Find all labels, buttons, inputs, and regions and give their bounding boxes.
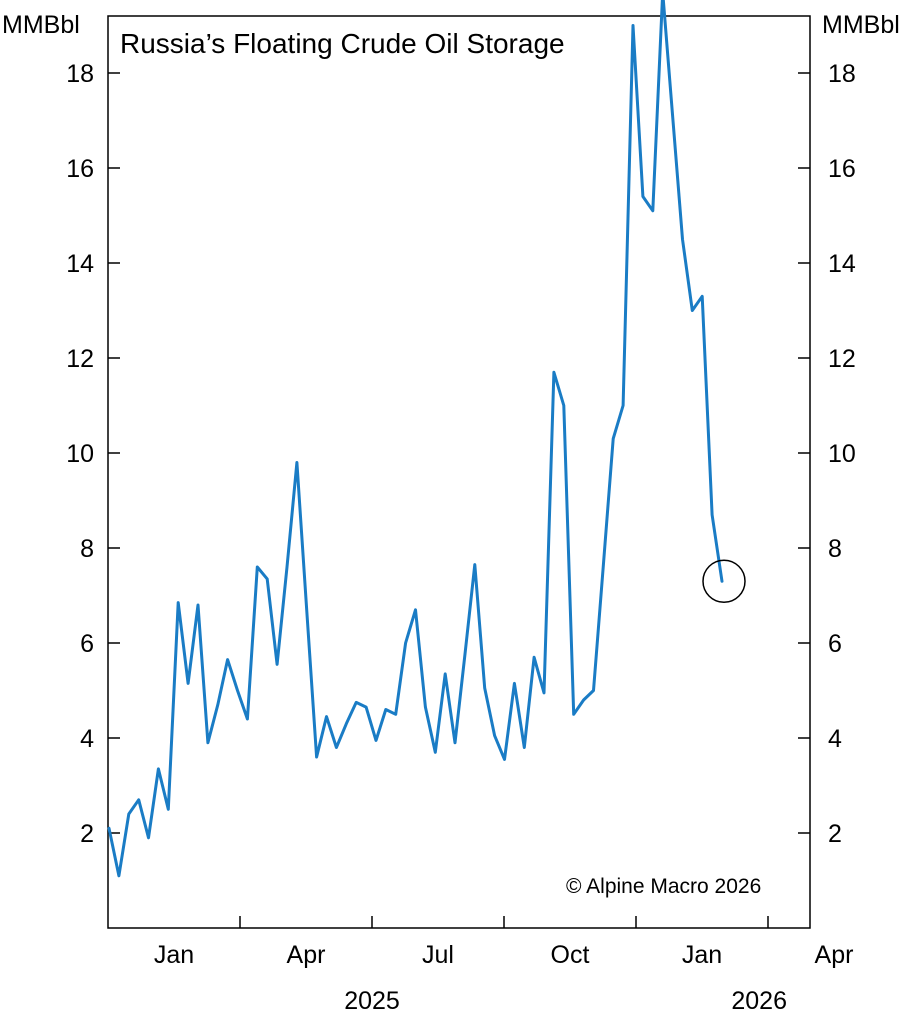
y-tick-label-left: 4 <box>80 725 94 753</box>
x-tick-label: Jul <box>422 941 454 969</box>
y-axis-right: 2 4 6 8 10 12 14 16 18 <box>798 60 856 848</box>
x-tick-label: Oct <box>551 941 590 969</box>
y-tick-label-right: 12 <box>828 345 856 373</box>
y-tick-label-left: 10 <box>66 440 94 468</box>
y-tick-label-right: 4 <box>828 725 842 753</box>
y-tick-label-right: 6 <box>828 630 842 658</box>
y-tick-label-left: 14 <box>66 250 94 278</box>
y-tick-label-left: 2 <box>80 820 94 848</box>
x-tick-label: Apr <box>815 941 854 969</box>
y-tick-label-left: 6 <box>80 630 94 658</box>
y-tick-label-left: 16 <box>66 155 94 183</box>
plot-frame <box>107 15 811 929</box>
x-year-label: 2025 <box>344 987 400 1015</box>
y-tick-label-right: 18 <box>828 60 856 88</box>
y-tick-label-right: 2 <box>828 820 842 848</box>
unit-label-left: MMBbl <box>2 11 80 39</box>
latest-value-circle <box>702 559 746 603</box>
credit-label: © Alpine Macro 2026 <box>566 875 761 898</box>
y-tick-label-left: 18 <box>66 60 94 88</box>
y-tick-label-right: 8 <box>828 535 842 563</box>
series-line <box>107 0 724 878</box>
x-tick-label: Jan <box>682 941 722 969</box>
x-year-label: 2026 <box>731 987 787 1015</box>
y-tick-label-right: 10 <box>828 440 856 468</box>
x-tick-label: Jan <box>154 941 194 969</box>
y-tick-label-left: 8 <box>80 535 94 563</box>
x-tick-label: Apr <box>287 941 326 969</box>
x-axis: Jan Apr Jul Oct Jan Apr 2025 2026 <box>154 916 854 1015</box>
y-axis-left: 2 4 6 8 10 12 14 16 18 <box>66 60 120 848</box>
unit-label-right: MMBbl <box>822 11 900 39</box>
y-tick-label-right: 14 <box>828 250 856 278</box>
chart-title: Russia’s Floating Crude Oil Storage <box>120 28 565 59</box>
y-tick-label-right: 16 <box>828 155 856 183</box>
y-tick-label-left: 12 <box>66 345 94 373</box>
